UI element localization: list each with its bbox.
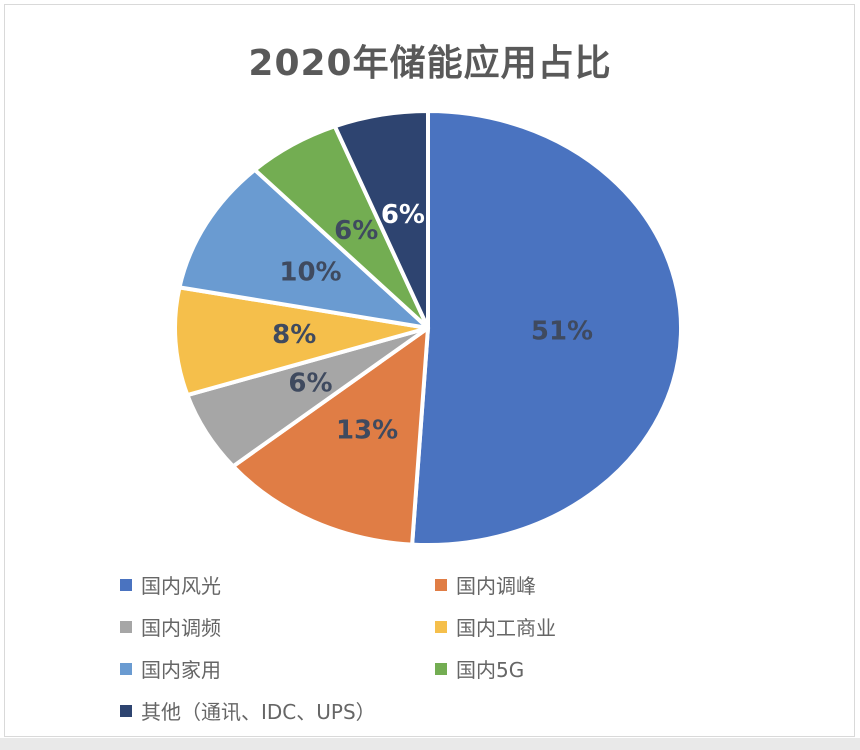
legend-label: 国内家用 [141, 658, 221, 682]
legend-item-3: 国内工商业 [435, 612, 765, 641]
legend-label: 其他（通讯、IDC、UPS） [141, 700, 376, 724]
pie-data-label-3: 8% [272, 320, 316, 350]
legend-marker-icon [435, 578, 447, 591]
legend-item-4: 国内家用 [120, 654, 435, 683]
legend-label: 国内调频 [141, 616, 221, 640]
pie-slice-3 [173, 285, 430, 398]
legend-item-5: 国内5G [435, 654, 765, 683]
legend-label: 国内5G [456, 658, 525, 682]
pie-slice-1 [231, 326, 430, 547]
legend-item-6: 其他（通讯、IDC、UPS） [120, 696, 435, 725]
pie-data-label-5: 6% [334, 216, 378, 246]
legend-marker-icon [120, 578, 132, 591]
pie-slice-4 [177, 167, 430, 330]
pie-data-label-6: 6% [381, 200, 425, 230]
pie-data-label-0: 51% [531, 317, 593, 347]
pie-slice-0 [410, 109, 683, 547]
legend-label: 国内工商业 [456, 616, 556, 640]
pie-data-label-4: 10% [279, 258, 341, 288]
legend-item-1: 国内调峰 [435, 570, 765, 599]
pie-data-label-1: 13% [336, 416, 398, 446]
legend-label: 国内调峰 [456, 574, 536, 598]
legend-item-0: 国内风光 [120, 570, 435, 599]
legend-marker-icon [120, 662, 132, 675]
legend-marker-icon [120, 704, 132, 717]
chart-legend: 国内风光 国内调峰国内调频 国内工商业国内家用 国内5G 其他（通讯、IDC、UPS） [120, 570, 780, 725]
pie-slice-6 [332, 109, 430, 330]
pie-data-label-2: 6% [288, 368, 332, 398]
chart-title: 2020年储能应用占比 [248, 43, 612, 84]
page-background-strip [0, 738, 860, 750]
legend-marker-icon [120, 620, 132, 633]
legend-label: 国内风光 [141, 574, 221, 598]
legend-item-2: 国内调频 [120, 612, 435, 641]
legend-marker-icon [435, 620, 447, 633]
legend-marker-icon [435, 662, 447, 675]
